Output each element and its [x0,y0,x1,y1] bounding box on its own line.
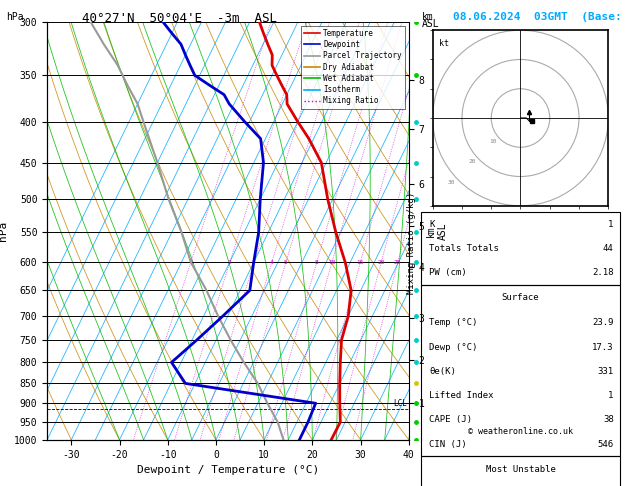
Text: LCL: LCL [394,399,408,408]
Text: 5: 5 [284,260,287,265]
Bar [421,285,620,456]
Text: K: K [430,220,435,228]
Text: 17.3: 17.3 [592,343,614,351]
Text: ASL: ASL [421,19,439,30]
Text: 2: 2 [228,260,231,265]
Text: kt: kt [438,39,448,48]
Y-axis label: km
ASL: km ASL [426,222,447,240]
Text: CAPE (J): CAPE (J) [430,415,472,424]
Text: 30: 30 [448,180,455,185]
Text: 10: 10 [489,139,497,144]
Text: 40°27'N  50°04'E  -3m  ASL: 40°27'N 50°04'E -3m ASL [82,12,277,25]
Text: 15: 15 [357,260,364,265]
Text: 546: 546 [598,439,614,449]
Text: Temp (°C): Temp (°C) [430,318,478,327]
Text: 08.06.2024  03GMT  (Base: 18): 08.06.2024 03GMT (Base: 18) [453,12,629,22]
Text: 1: 1 [608,220,614,228]
Legend: Temperature, Dewpoint, Parcel Trajectory, Dry Adiabat, Wet Adiabat, Isotherm, Mi: Temperature, Dewpoint, Parcel Trajectory… [301,26,405,108]
Text: 1: 1 [189,260,192,265]
Text: 3: 3 [252,260,256,265]
Text: Dewp (°C): Dewp (°C) [430,343,478,351]
Y-axis label: hPa: hPa [0,221,8,241]
Bar [421,456,620,486]
Text: 1: 1 [608,391,614,400]
Text: 4: 4 [270,260,274,265]
Text: © weatheronline.co.uk: © weatheronline.co.uk [468,427,573,435]
Text: Lifted Index: Lifted Index [430,391,494,400]
Text: 10: 10 [328,260,336,265]
Text: 38: 38 [603,415,614,424]
Text: Mixing Ratio (g/kg): Mixing Ratio (g/kg) [408,192,416,294]
Text: 8: 8 [315,260,319,265]
Text: 23.9: 23.9 [592,318,614,327]
Text: 44: 44 [603,244,614,253]
Text: 2.18: 2.18 [592,268,614,277]
Text: 25: 25 [394,260,401,265]
Text: Most Unstable: Most Unstable [486,465,555,473]
Text: Surface: Surface [502,293,539,302]
Text: km: km [421,12,433,22]
Text: PW (cm): PW (cm) [430,268,467,277]
Text: CIN (J): CIN (J) [430,439,467,449]
Text: Totals Totals: Totals Totals [430,244,499,253]
Text: 20: 20 [377,260,385,265]
Text: 20: 20 [469,159,476,164]
X-axis label: Dewpoint / Temperature (°C): Dewpoint / Temperature (°C) [137,465,319,475]
Text: θe(K): θe(K) [430,367,456,376]
Text: 331: 331 [598,367,614,376]
Text: hPa: hPa [6,12,24,22]
Bar [421,212,620,285]
